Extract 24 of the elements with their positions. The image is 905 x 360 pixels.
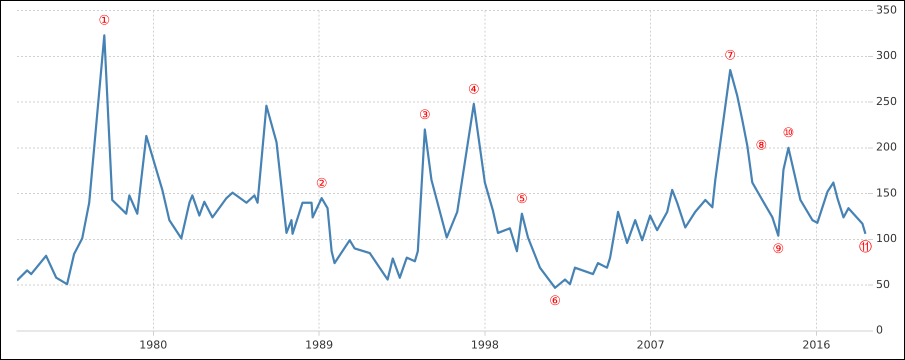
annotation: ⑪ [858, 240, 872, 256]
y-tick-label: 50 [876, 278, 890, 291]
x-tick-label: 1980 [139, 338, 168, 352]
annotation: ⑩ [782, 126, 794, 142]
y-tick-label: 350 [876, 3, 898, 16]
annotation: ⑦ [724, 48, 736, 64]
annotation: ② [316, 176, 328, 192]
y-tick-label: 150 [876, 186, 898, 200]
y-tick-label: 0 [876, 324, 884, 337]
annotation: ⑨ [772, 242, 784, 258]
annotation: ⑥ [549, 294, 561, 310]
annotation: ④ [468, 82, 480, 98]
annotation: ⑤ [516, 192, 528, 208]
x-tick-label: 1998 [470, 338, 499, 352]
y-tick-label: 200 [876, 140, 898, 154]
annotation: ③ [418, 108, 431, 123]
y-tick-label: 250 [876, 94, 898, 108]
annotation: ① [98, 14, 110, 29]
x-tick-label: 2007 [636, 338, 665, 352]
x-tick-label: 1989 [305, 338, 334, 352]
annotation: ⑧ [756, 138, 768, 154]
y-tick-label: 100 [876, 232, 898, 246]
x-tick-label: 2016 [802, 338, 830, 352]
y-tick-label: 300 [876, 49, 898, 62]
